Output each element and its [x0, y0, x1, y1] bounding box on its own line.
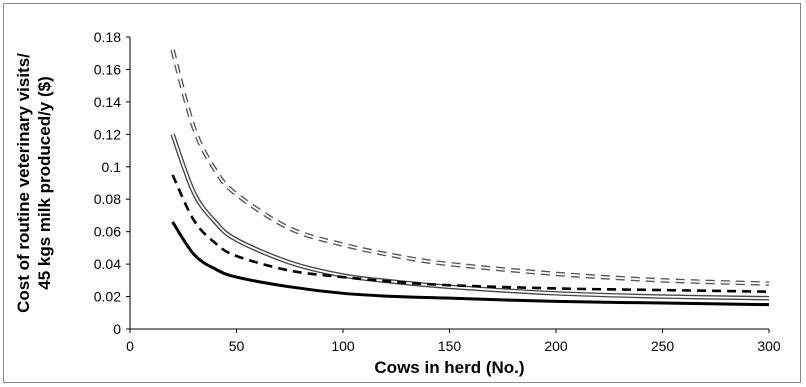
ticks: 0 50 100 150 200 250 300 0 0.02 0.04 0.06 0.08 0.1 0.…	[94, 29, 781, 354]
series-4-line	[171, 221, 770, 307]
y-tick-label: 0.06	[94, 224, 121, 240]
y-axis-title-line2: 45 kgs milk produced/y ($)	[35, 76, 54, 290]
series-1-line	[170, 49, 770, 286]
series-1-line-core	[171, 49, 770, 285]
y-tick-label: 0.04	[94, 256, 121, 272]
x-tick-label: 0	[126, 338, 134, 354]
chart-frame	[3, 3, 801, 383]
y-tick-label: 0.12	[94, 126, 121, 142]
y-tick-label: 0.18	[94, 29, 121, 45]
series-3-line	[171, 174, 770, 293]
y-tick-label: 0.08	[94, 191, 121, 207]
y-tick-label: 0.02	[94, 289, 121, 305]
x-tick-label: 150	[438, 338, 462, 354]
x-tick-label: 100	[331, 338, 355, 354]
series-2-line	[170, 133, 770, 301]
x-tick-label: 200	[544, 338, 568, 354]
y-tick-label: 0	[113, 321, 121, 337]
series-2-line-core	[171, 134, 770, 300]
y-tick-label: 0.14	[94, 94, 121, 110]
y-tick-label: 0.1	[102, 159, 122, 175]
x-tick-label: 50	[229, 338, 245, 354]
x-axis-title: Cows in herd (No.)	[374, 358, 524, 377]
series-group	[170, 49, 770, 307]
y-axis-title-line1: Cost of routine veterinary visits/	[14, 53, 33, 313]
x-tick-label: 300	[757, 338, 781, 354]
x-tick-label: 250	[651, 338, 675, 354]
y-tick-label: 0.16	[94, 61, 121, 77]
y-axis-title: Cost of routine veterinary visits/ 45 kg…	[14, 53, 54, 313]
